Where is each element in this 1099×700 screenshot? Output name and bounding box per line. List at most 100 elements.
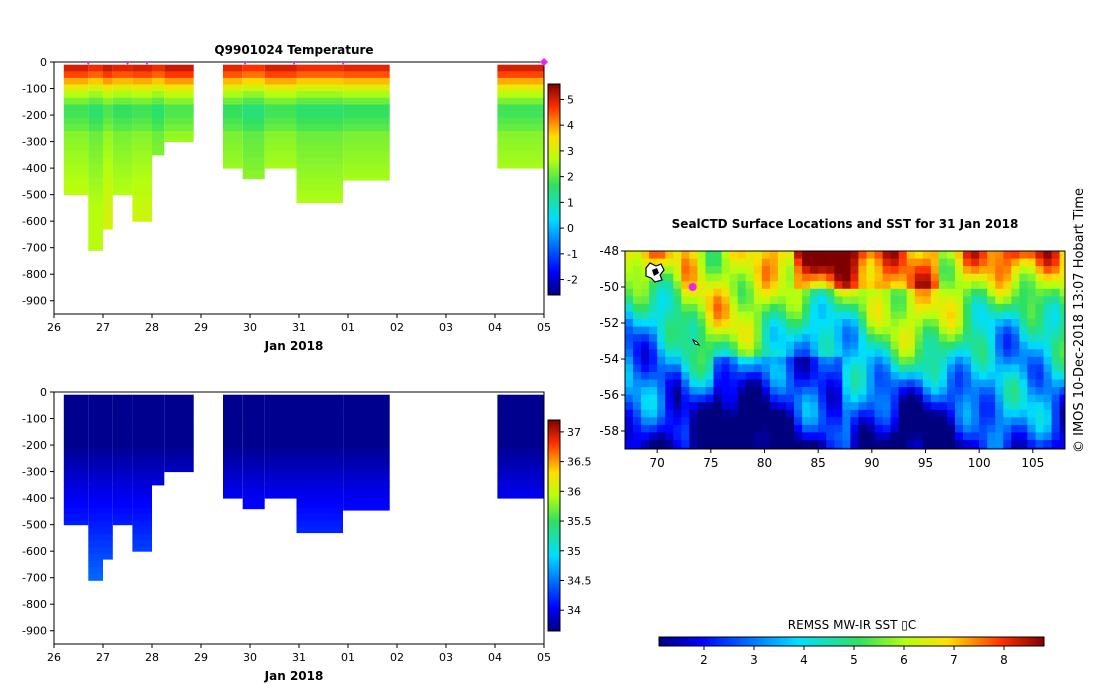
sst-map-title: SealCTD Surface Locations and SST for 31…: [672, 217, 1019, 231]
sst-cell: [922, 409, 932, 418]
sst-cell: [1035, 273, 1045, 282]
section-cell: [296, 117, 343, 125]
sst-cell: [641, 334, 650, 343]
sst-cell: [649, 334, 658, 343]
section-cell: [164, 401, 194, 409]
sst-cell: [979, 402, 988, 411]
sst-cell: [955, 394, 964, 403]
section-cell: [152, 150, 165, 156]
section-cell: [164, 71, 194, 79]
section-cell: [497, 394, 544, 402]
section-cell: [343, 84, 390, 92]
sst-cell: [906, 258, 916, 267]
sst-cell: [963, 417, 972, 426]
sst-cell: [898, 251, 908, 260]
section-cell: [152, 454, 165, 462]
section-cell: [103, 500, 113, 508]
sst-cell: [649, 387, 658, 396]
sst-cell: [713, 281, 723, 290]
sst-cell: [802, 387, 811, 396]
sst-cell: [745, 409, 755, 418]
sst-cell: [842, 432, 851, 441]
sst-cell: [995, 372, 1004, 381]
sst-cell: [906, 387, 916, 396]
sst-cell: [737, 424, 747, 434]
sst-cell: [713, 303, 723, 313]
sst-cell: [649, 432, 658, 441]
sst-cell: [914, 311, 924, 320]
sst-cell: [1051, 296, 1061, 305]
section-cell: [132, 104, 152, 112]
sst-cell: [818, 258, 827, 267]
sst-cell: [922, 273, 932, 282]
section-cell: [103, 427, 113, 435]
sst-cell: [786, 372, 795, 381]
sst-cell: [858, 402, 867, 411]
sst-cell: [1051, 266, 1061, 275]
sst-cell: [963, 402, 972, 411]
section-cell: [112, 467, 133, 475]
sst-cell: [641, 432, 650, 441]
section-cell: [164, 461, 194, 469]
sst-cell: [922, 311, 932, 320]
section-cell: [152, 131, 165, 139]
sst-cell: [802, 394, 811, 403]
section-cell: [242, 111, 265, 119]
temperature-x-tick-label: 31: [292, 321, 306, 334]
section-cell: [132, 427, 152, 435]
section-cell: [223, 77, 243, 85]
sst-cell: [802, 341, 811, 350]
sst-cell: [753, 387, 763, 396]
sst-cell: [681, 387, 690, 396]
sst-cell: [1003, 281, 1012, 290]
sst-cell: [673, 319, 682, 328]
sst-cell: [882, 394, 892, 403]
sst-cell: [1035, 387, 1045, 396]
sst-cell: [810, 379, 819, 388]
sst-cell: [1019, 251, 1028, 260]
sst-cell: [882, 319, 892, 328]
sst-cell: [1011, 409, 1020, 418]
sst-cell: [625, 281, 634, 290]
sst-cell: [641, 402, 650, 411]
section-cell: [264, 441, 297, 449]
section-cell: [343, 414, 390, 422]
section-cell: [223, 467, 243, 475]
sst-cell: [697, 288, 706, 297]
sst-cell: [737, 349, 747, 358]
sst-cell: [761, 273, 771, 282]
sst-cell: [721, 258, 731, 267]
sst-cell: [665, 432, 674, 441]
section-cell: [164, 64, 194, 72]
sst-cell: [955, 409, 964, 418]
sst-cell: [826, 251, 835, 260]
sst-cell: [1011, 356, 1020, 365]
sst-cell: [761, 349, 771, 358]
sst-cell: [737, 372, 747, 381]
sst-cell: [890, 409, 900, 418]
salinity-cells: [63, 394, 544, 581]
section-cell: [264, 144, 297, 152]
sst-cell: [922, 402, 932, 411]
salinity-x-tick-label: 30: [243, 651, 257, 664]
sst-cell: [866, 266, 876, 275]
sst-cell: [802, 311, 811, 320]
sst-cell: [938, 447, 948, 449]
sst-cell: [938, 251, 948, 260]
sst-cell: [769, 288, 779, 297]
sst-cell: [713, 417, 723, 426]
section-cell: [164, 131, 194, 139]
section-cell: [63, 474, 89, 482]
sst-cell: [866, 311, 876, 320]
sst-cell: [786, 266, 795, 275]
sst-cell: [665, 319, 674, 328]
section-cell: [242, 441, 265, 449]
section-cell: [296, 467, 343, 475]
section-cell: [112, 104, 133, 112]
section-cell: [296, 77, 343, 85]
sst-cell: [882, 311, 892, 320]
sst-cell: [713, 273, 723, 282]
sst-cell: [987, 273, 996, 282]
sst-cell: [826, 356, 835, 365]
sst-cell: [1043, 319, 1053, 328]
